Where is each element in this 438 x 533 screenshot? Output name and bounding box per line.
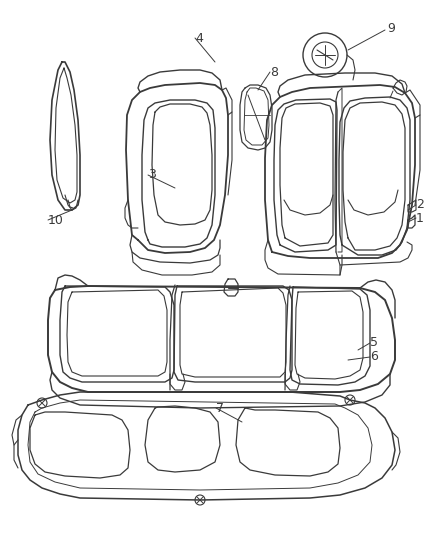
Text: 1: 1 <box>416 212 424 224</box>
Text: 3: 3 <box>148 168 156 182</box>
Text: 4: 4 <box>195 31 203 44</box>
Text: 8: 8 <box>270 66 278 78</box>
Text: 6: 6 <box>370 351 378 364</box>
Text: 5: 5 <box>370 336 378 350</box>
Text: 9: 9 <box>387 21 395 35</box>
Text: 10: 10 <box>48 214 64 227</box>
Text: 7: 7 <box>216 401 224 415</box>
Text: 2: 2 <box>416 198 424 212</box>
